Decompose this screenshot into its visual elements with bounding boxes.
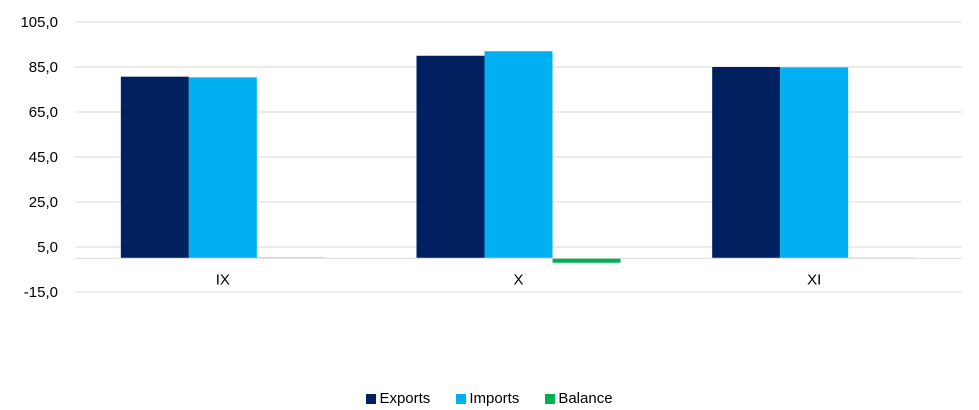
- bar-balance-x: [552, 258, 621, 263]
- legend-swatch-balance: [545, 393, 556, 404]
- y-tick-label: 25,0: [29, 194, 58, 211]
- bar-imports-ix: [188, 77, 257, 259]
- legend-item-imports: Imports: [456, 390, 519, 407]
- x-axis-ticks: IX X XI: [216, 271, 822, 288]
- y-axis-ticks: 105,0 85,0 65,0 45,0 25,0 5,0 -15,0: [20, 14, 58, 301]
- legend-label-exports: Exports: [379, 390, 431, 407]
- legend: Exports Imports Balance: [0, 390, 979, 407]
- x-tick-label: IX: [216, 271, 230, 288]
- bar-imports-x: [484, 51, 553, 259]
- legend-label-balance: Balance: [558, 390, 613, 407]
- bar-exports-xi: [712, 67, 781, 259]
- bars: [120, 51, 917, 263]
- legend-swatch-exports: [366, 393, 377, 404]
- legend-label-imports: Imports: [469, 390, 520, 407]
- bar-exports-ix: [120, 76, 189, 259]
- y-tick-label: 5,0: [37, 239, 58, 256]
- bar-exports-x: [416, 55, 485, 259]
- x-tick-label: X: [513, 271, 523, 288]
- y-tick-label: 45,0: [29, 149, 58, 166]
- y-tick-label: 85,0: [29, 59, 58, 76]
- bar-chart: 105,0 85,0 65,0 45,0 25,0 5,0 -15,0 IX X XI: [20, 14, 962, 301]
- y-tick-label: -15,0: [24, 284, 58, 301]
- bar-imports-xi: [780, 67, 849, 259]
- legend-swatch-imports: [456, 393, 467, 404]
- legend-item-exports: Exports: [366, 390, 430, 407]
- y-tick-label: 65,0: [29, 104, 58, 121]
- x-tick-label: XI: [807, 271, 821, 288]
- y-tick-label: 105,0: [20, 14, 58, 31]
- legend-item-balance: Balance: [545, 390, 613, 407]
